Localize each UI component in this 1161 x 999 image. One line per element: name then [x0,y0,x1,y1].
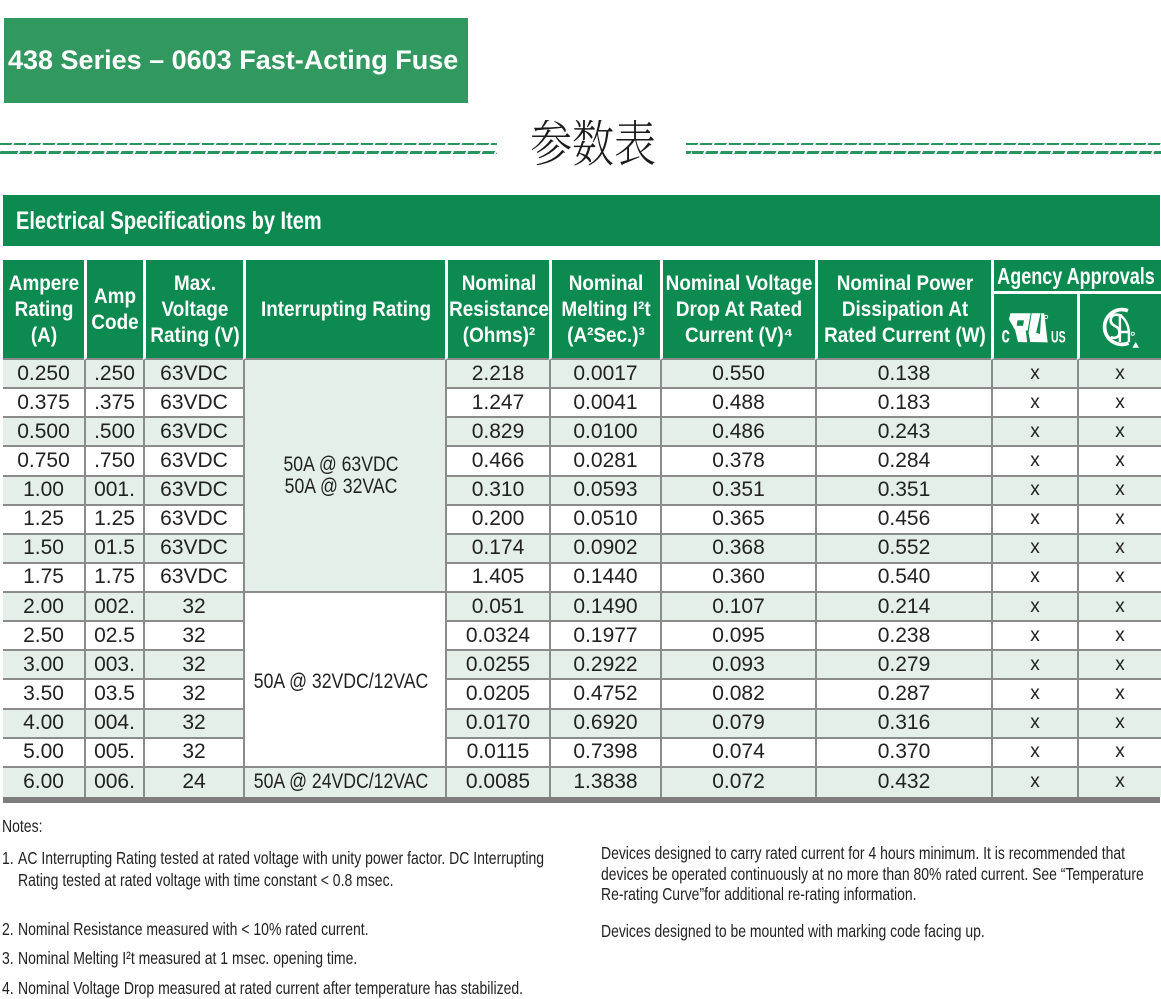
svg-text:c: c [1001,322,1009,347]
svg-text:US: US [1051,327,1066,346]
